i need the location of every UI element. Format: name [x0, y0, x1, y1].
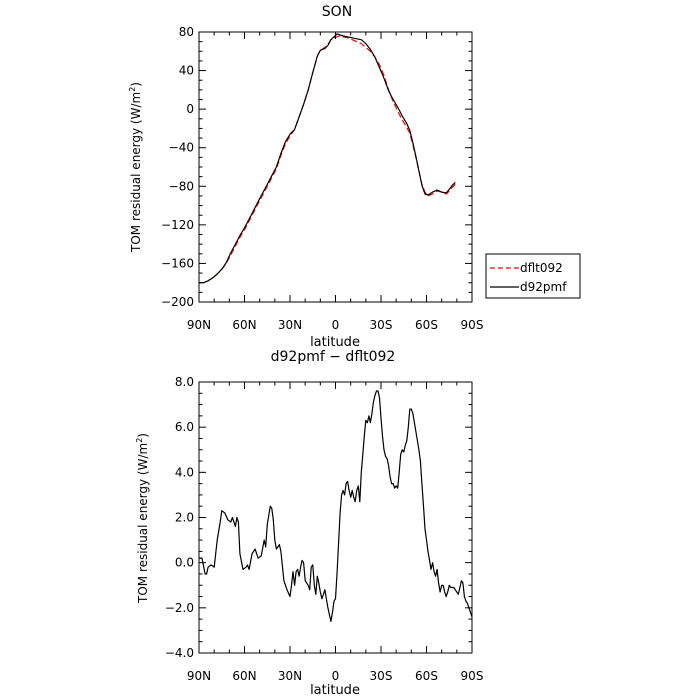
bottom-y-tick-label: 6.0 — [175, 420, 194, 434]
bottom-plot-frame — [198, 381, 473, 654]
top-plot-frame — [198, 31, 473, 303]
bottom-panel: d92pmf − dflt092 8.0 6.0 4.0 2.0 0.0 −2.0 −4.0… — [135, 349, 483, 698]
top-y-tick-label: 80 — [179, 25, 194, 39]
bottom-y-tick-label: −4.0 — [165, 646, 194, 660]
top-y-tick-label: −200 — [161, 295, 194, 309]
bottom-x-tick-label: 60S — [415, 669, 438, 683]
bottom-x-tick-label: 90N — [187, 669, 211, 683]
top-x-tick-label: 30S — [370, 318, 393, 332]
bottom-x-axis-label: latitude — [310, 683, 360, 698]
bottom-x-tick-label: 0 — [332, 669, 340, 683]
bottom-x-tick-label: 60N — [232, 669, 256, 683]
top-y-tick-label: −80 — [169, 179, 194, 193]
top-x-axis-label: latitude — [310, 335, 360, 350]
top-x-tick-label: 60S — [415, 318, 438, 332]
bottom-chart-title: d92pmf − dflt092 — [271, 349, 396, 365]
top-y-tick-label: −120 — [161, 218, 194, 232]
top-x-tick-label: 30N — [278, 318, 302, 332]
top-y-axis-label: TOM residual energy (W/m2) — [128, 82, 143, 253]
top-chart-title: SON — [322, 4, 352, 20]
bottom-series-line-series-0 — [199, 390, 473, 622]
top-legend: dflt092 d92pmf — [485, 253, 581, 299]
top-y-tick-label: −40 — [169, 141, 194, 155]
bottom-x-tick-label: 30N — [278, 669, 302, 683]
bottom-y-tick-label: 8.0 — [175, 375, 194, 389]
top-panel: SON 80 40 0 −40 −80 −120 −160 −200 90N 60N 30N 0 30S… — [128, 4, 581, 350]
top-x-tick-label: 0 — [332, 318, 340, 332]
legend-box — [485, 253, 581, 299]
bottom-y-tick-label: 2.0 — [175, 511, 194, 525]
bottom-x-tick-label: 90S — [461, 669, 484, 683]
top-x-tick-label: 60N — [232, 318, 256, 332]
legend-label-d92pmf: d92pmf — [520, 280, 567, 294]
bottom-y-tick-label: 0.0 — [175, 556, 194, 570]
bottom-x-tick-label: 30S — [370, 669, 393, 683]
bottom-y-axis-label: TOM residual energy (W/m2) — [135, 433, 150, 604]
bottom-y-tick-label: −2.0 — [165, 601, 194, 615]
bottom-y-tick-label: 4.0 — [175, 465, 194, 479]
legend-label-dflt092: dflt092 — [520, 261, 563, 275]
top-y-tick-label: −160 — [161, 256, 194, 270]
top-x-tick-label: 90N — [187, 318, 211, 332]
top-x-tick-label: 90S — [461, 318, 484, 332]
top-series-line-d92pmf — [199, 33, 456, 284]
top-y-tick-label: 0 — [186, 102, 194, 116]
top-y-tick-label: 40 — [179, 64, 194, 78]
